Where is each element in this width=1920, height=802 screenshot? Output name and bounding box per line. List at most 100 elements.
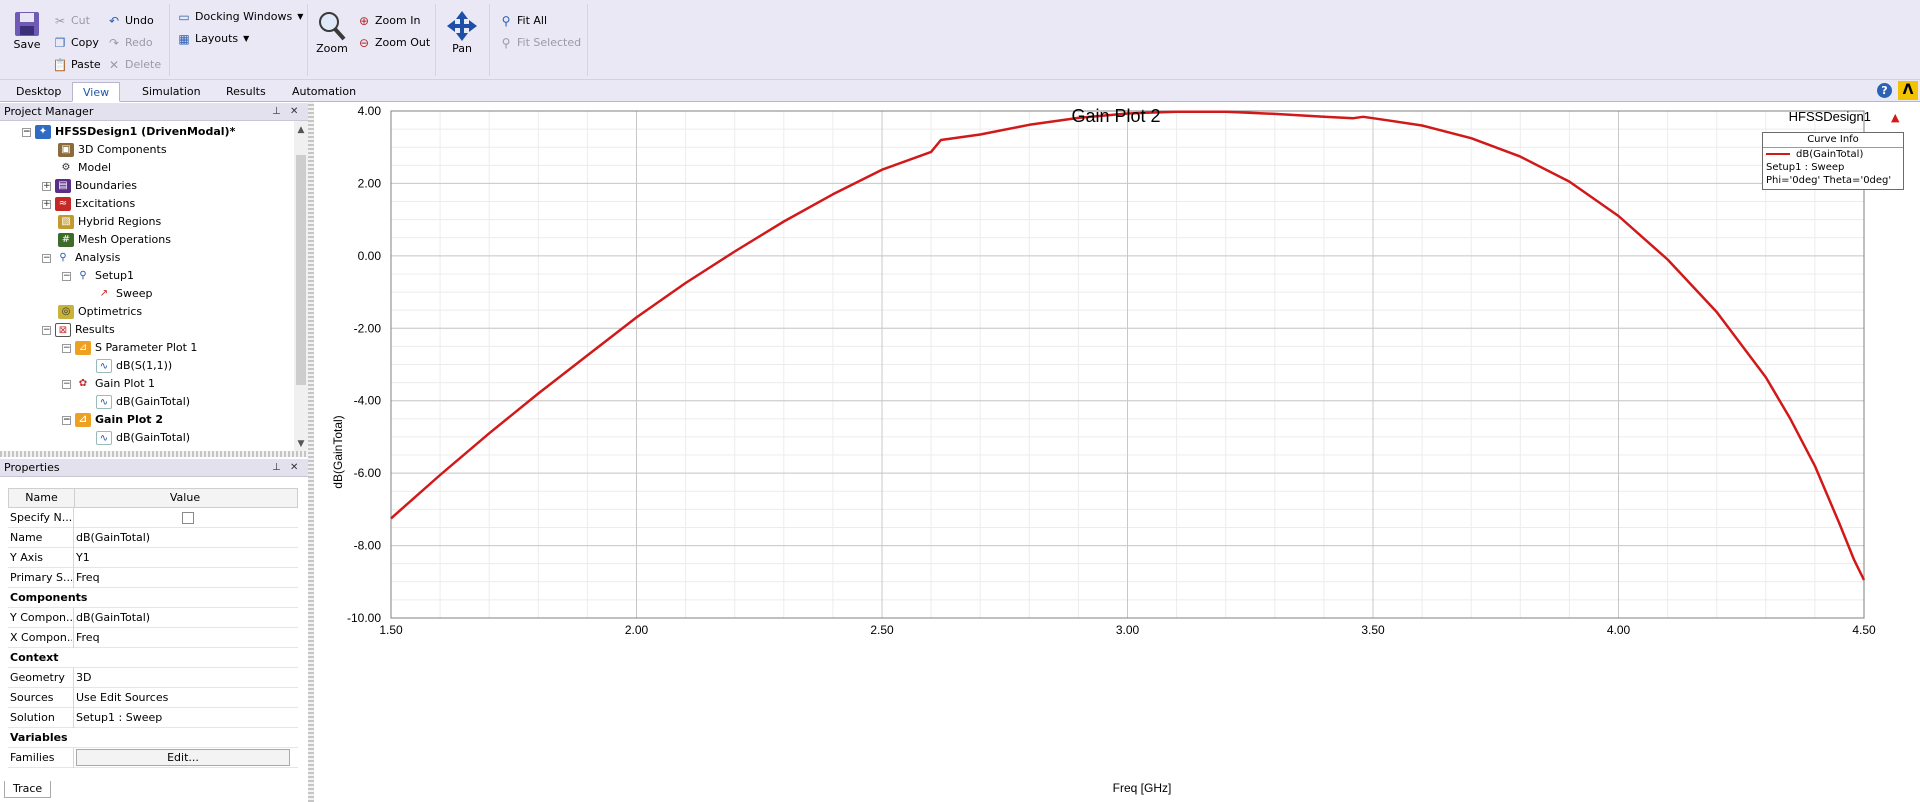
- ansys-marker-icon: ▲: [1891, 111, 1900, 124]
- property-row[interactable]: X Compon... Freq: [8, 628, 298, 648]
- window-icon: ▭: [178, 10, 190, 24]
- tree-item-trace-gain2[interactable]: ∿ dB(GainTotal): [96, 429, 190, 447]
- fit-selected-button[interactable]: ⚲ Fit Selected: [498, 34, 581, 52]
- zoom-in-button[interactable]: ⊕ Zoom In: [356, 12, 420, 30]
- copy-icon: ❐: [54, 36, 66, 50]
- copy-button[interactable]: ❐ Copy: [52, 34, 99, 52]
- property-section: Components: [8, 588, 298, 608]
- plot-window[interactable]: 1.50 2.00 2.50 3.00 3.50 4.00 4.50 4.00 2.00 0.00…: [314, 102, 1920, 802]
- help-icon[interactable]: ?: [1877, 83, 1892, 98]
- collapse-icon[interactable]: −: [62, 270, 71, 281]
- tree-item-gain-plot-1[interactable]: − ✿ Gain Plot 1: [62, 377, 156, 390]
- gain-plot-chart[interactable]: 1.50 2.00 2.50 3.00 3.50 4.00 4.50 4.00 2.00 0.00…: [314, 102, 1920, 802]
- redo-icon: ↷: [108, 36, 120, 50]
- property-row: Families Edit...: [8, 748, 298, 768]
- property-row[interactable]: Y Compon... dB(GainTotal): [8, 608, 298, 628]
- delete-button[interactable]: ✕ Delete: [106, 56, 161, 74]
- redo-button[interactable]: ↷ Redo: [106, 34, 153, 52]
- panel-divider[interactable]: [308, 102, 314, 802]
- x-tick-label: 2.50: [870, 623, 894, 637]
- collapse-icon[interactable]: −: [42, 324, 51, 335]
- property-row[interactable]: Geometry 3D: [8, 668, 298, 688]
- x-tick-label: 1.50: [379, 623, 403, 637]
- tree-scrollbar[interactable]: ▲ ▼: [294, 121, 308, 451]
- paste-icon: 📋: [52, 58, 68, 72]
- tab-trace[interactable]: Trace: [4, 781, 52, 798]
- property-row[interactable]: Solution Setup1 : Sweep: [8, 708, 298, 728]
- ribbon-group-zoom: Zoom ⊕ Zoom In ⊖ Zoom Out: [308, 4, 436, 76]
- tree-item-boundaries[interactable]: + ▤ Boundaries: [42, 179, 138, 193]
- tree-item-excitations[interactable]: + ≈ Excitations: [42, 197, 136, 211]
- rectangular-plot-icon: ⊿: [75, 413, 91, 427]
- tree-item-sweep[interactable]: ↗ Sweep: [96, 285, 153, 303]
- property-section: Variables: [8, 728, 298, 748]
- tree-item-hybrid-regions[interactable]: ▧ Hybrid Regions: [58, 213, 161, 231]
- pan-button[interactable]: Pan: [442, 10, 482, 55]
- collapse-icon[interactable]: −: [62, 342, 71, 353]
- tree-item-gain-plot-2[interactable]: − ⊿ Gain Plot 2: [62, 413, 164, 427]
- series-line-gaintotal[interactable]: [390, 110, 1866, 581]
- tab-desktop[interactable]: Desktop: [16, 85, 62, 98]
- tab-automation[interactable]: Automation: [292, 85, 357, 98]
- cut-button[interactable]: ✂ Cut: [52, 12, 90, 30]
- tree-item-optimetrics[interactable]: ◎ Optimetrics: [58, 303, 142, 321]
- y-tick-label: -4.00: [354, 394, 382, 408]
- edit-families-button[interactable]: Edit...: [76, 749, 290, 766]
- layouts-button[interactable]: ▦ Layouts ▼: [176, 30, 249, 48]
- pin-icon[interactable]: ⊥: [272, 106, 281, 117]
- results-icon: ⊠: [55, 323, 71, 337]
- close-icon[interactable]: ✕: [290, 106, 299, 117]
- curve-info-legend[interactable]: Curve Info dB(GainTotal) Setup1 : Sweep …: [1762, 132, 1904, 190]
- collapse-icon[interactable]: −: [62, 378, 71, 389]
- y-tick-label: 2.00: [358, 176, 382, 190]
- property-row[interactable]: Sources Use Edit Sources: [8, 688, 298, 708]
- boundaries-icon: ▤: [55, 179, 71, 193]
- x-tick-label: 2.00: [625, 623, 649, 637]
- tree-item-design[interactable]: − ✦ HFSSDesign1 (DrivenModal)*: [22, 125, 236, 139]
- ribbon-group-pan: Pan: [436, 4, 490, 76]
- scrollbar-thumb[interactable]: [296, 155, 306, 385]
- tree-item-3d-components[interactable]: ▣ 3D Components: [58, 141, 167, 159]
- tab-simulation[interactable]: Simulation: [142, 85, 201, 98]
- paste-button[interactable]: 📋 Paste: [52, 58, 101, 72]
- tree-item-trace-gain1[interactable]: ∿ dB(GainTotal): [96, 393, 190, 411]
- pin-icon[interactable]: ⊥: [272, 462, 281, 473]
- undo-button[interactable]: ↶ Undo: [106, 12, 154, 30]
- y-tick-label: -8.00: [354, 539, 382, 553]
- expand-icon[interactable]: +: [42, 198, 51, 209]
- tree-item-model[interactable]: ⚙ Model: [58, 159, 112, 177]
- zoom-button[interactable]: Zoom: [312, 10, 352, 55]
- axes: 1.50 2.00 2.50 3.00 3.50 4.00 4.50 4.00 2.00 0.00…: [347, 104, 1876, 637]
- tree-item-results[interactable]: − ⊠ Results: [42, 323, 115, 337]
- close-icon[interactable]: ✕: [290, 462, 299, 473]
- tree-item-mesh-operations[interactable]: # Mesh Operations: [58, 231, 171, 249]
- collapse-icon[interactable]: −: [62, 414, 71, 425]
- collapse-icon[interactable]: −: [42, 252, 51, 263]
- properties-title: Properties ⊥ ✕: [0, 459, 308, 477]
- tree-item-trace-s11[interactable]: ∿ dB(S(1,1)): [96, 357, 172, 375]
- design-name-label: HFSSDesign1: [1789, 109, 1871, 124]
- panel-splitter[interactable]: [0, 451, 308, 457]
- property-row[interactable]: Primary S... Freq: [8, 568, 298, 588]
- expand-icon[interactable]: +: [42, 180, 51, 191]
- tab-view[interactable]: View: [72, 82, 121, 102]
- tab-results[interactable]: Results: [226, 85, 266, 98]
- ribbon: Save ✂ Cut ❐ Copy 📋 Paste ↶ Undo ↷ Redo ✕ Dele…: [0, 0, 1920, 80]
- fit-all-button[interactable]: ⚲ Fit All: [498, 12, 547, 30]
- collapse-icon[interactable]: −: [22, 126, 31, 137]
- tree-item-s-parameter-plot-1[interactable]: − ⊿ S Parameter Plot 1: [62, 341, 198, 355]
- property-row[interactable]: Y Axis Y1: [8, 548, 298, 568]
- model-icon: ⚙: [61, 162, 71, 173]
- zoom-out-button[interactable]: ⊖ Zoom Out: [356, 34, 430, 52]
- scroll-down-icon[interactable]: ▼: [297, 439, 305, 449]
- tree-item-setup1[interactable]: − ⚲ Setup1: [62, 269, 135, 282]
- y-tick-label: -6.00: [354, 466, 382, 480]
- project-manager-title: Project Manager ⊥ ✕: [0, 103, 308, 121]
- scroll-up-icon[interactable]: ▲: [297, 125, 305, 135]
- property-row[interactable]: Name dB(GainTotal): [8, 528, 298, 548]
- properties-header: Name Value: [8, 488, 298, 508]
- save-button[interactable]: Save: [8, 10, 46, 51]
- tree-item-analysis[interactable]: − ⚲ Analysis: [42, 251, 121, 264]
- specify-name-checkbox[interactable]: [182, 512, 194, 524]
- docking-windows-button[interactable]: ▭ Docking Windows ▼: [176, 8, 303, 26]
